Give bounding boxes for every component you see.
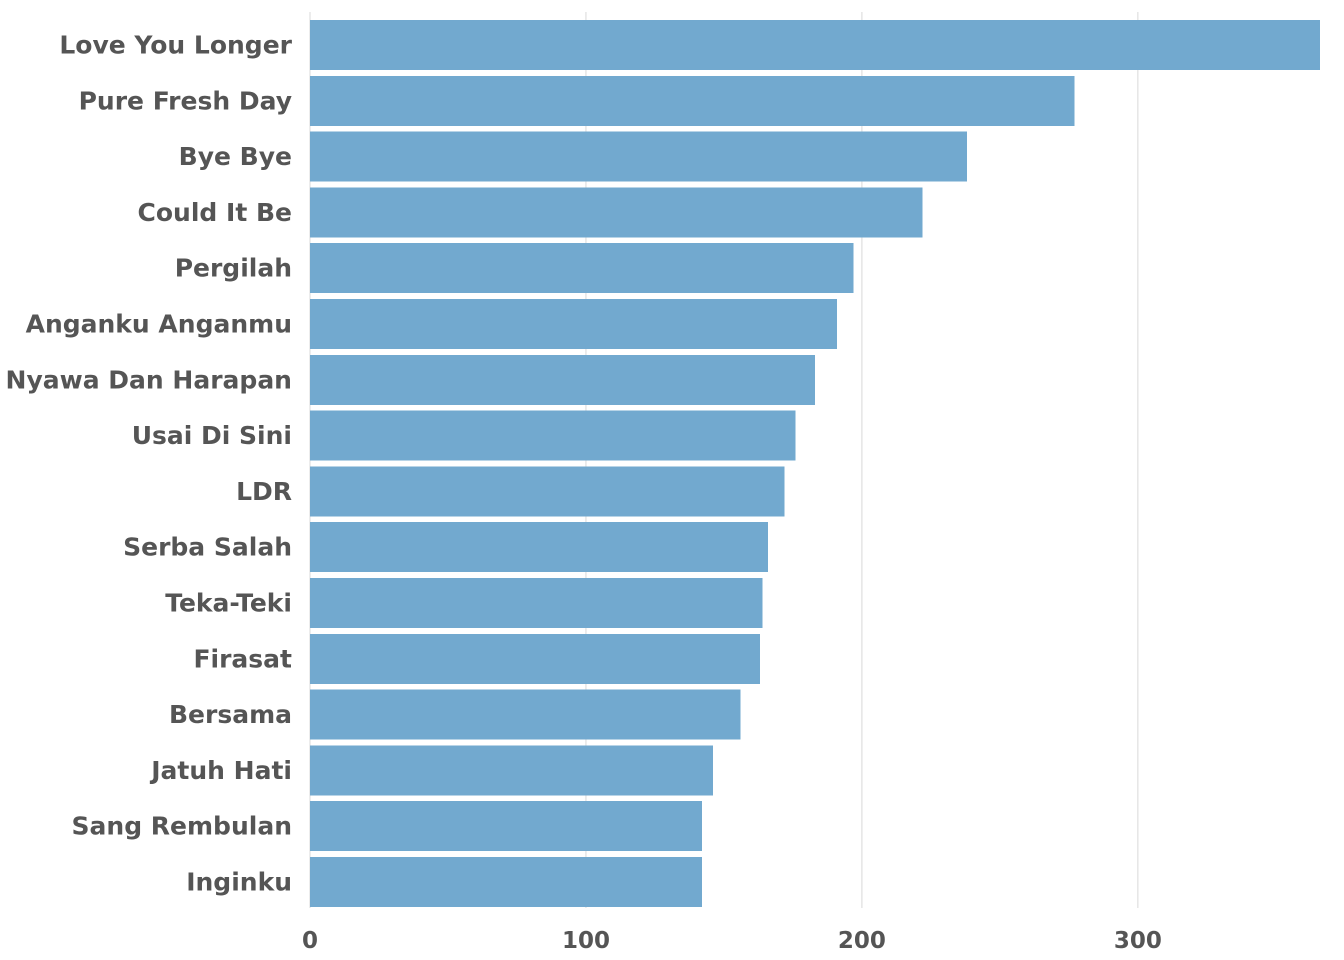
bar: [310, 633, 760, 684]
bar: [310, 299, 838, 349]
bar: [310, 75, 1075, 126]
x-tick-label: 0: [302, 928, 318, 954]
bar: [310, 243, 854, 294]
x-tick-label: 100: [562, 928, 610, 954]
category-label: Nyawa Dan Harapan: [6, 365, 292, 394]
category-label: Jatuh Hati: [149, 756, 292, 785]
x-tick-label: 300: [1114, 928, 1162, 954]
bar: [310, 410, 796, 461]
bar: [310, 522, 769, 573]
category-label: Pure Fresh Day: [79, 86, 292, 115]
bar: [310, 20, 1320, 70]
x-tick-label: 200: [838, 928, 886, 954]
bar: [310, 689, 741, 740]
category-label: Bersama: [169, 700, 292, 729]
category-label: Sang Rembulan: [72, 812, 292, 841]
category-label: Anganku Anganmu: [26, 310, 292, 339]
bar: [310, 578, 763, 628]
bar: [310, 187, 923, 238]
category-label: Firasat: [193, 644, 292, 673]
category-label: Usai Di Sini: [132, 421, 292, 450]
bar: [310, 801, 702, 852]
category-label: Bye Bye: [179, 142, 292, 171]
bar: [310, 466, 785, 517]
category-label: Inginku: [186, 868, 292, 897]
bar: [310, 745, 713, 796]
x-axis-ticks: 0 100 200 300: [302, 928, 1162, 954]
bar: [310, 354, 815, 405]
bars: [310, 20, 1320, 907]
category-label: Love You Longer: [59, 31, 292, 60]
category-labels: Love You Longer Pure Fresh Day Bye Bye Coul…: [6, 31, 293, 897]
category-label: Pergilah: [175, 254, 292, 283]
bar: [310, 857, 702, 907]
category-label: Could It Be: [138, 198, 292, 227]
category-label: Serba Salah: [123, 533, 292, 562]
category-label: LDR: [236, 477, 292, 506]
category-label: Teka-Teki: [165, 589, 292, 618]
bar: [310, 131, 967, 182]
